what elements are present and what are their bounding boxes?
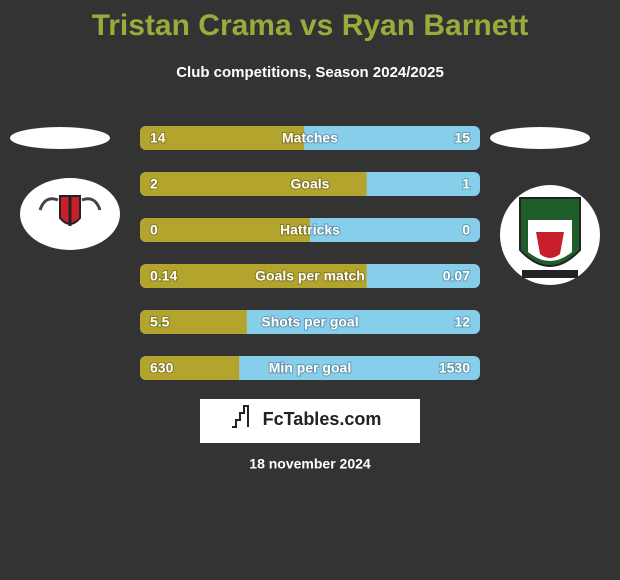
right-value: 12 (454, 314, 470, 330)
left-bar (140, 264, 367, 288)
subtitle: Club competitions, Season 2024/2025 (176, 64, 444, 81)
left-oval (10, 127, 110, 149)
left-value: 2 (150, 176, 158, 192)
right-value: 15 (454, 130, 470, 146)
right-club-logo (500, 185, 600, 285)
left-club-logo (20, 178, 120, 250)
left-value: 630 (150, 360, 174, 376)
stat-label: Shots per goal (261, 314, 358, 330)
left-value: 0.14 (150, 268, 177, 284)
title: Tristan Crama vs Ryan Barnett (92, 9, 529, 42)
stat-label: Goals (291, 176, 330, 192)
stat-label: Matches (282, 130, 338, 146)
date: 18 november 2024 (249, 456, 371, 472)
left-bar (140, 126, 305, 150)
brand-box (200, 399, 420, 443)
left-bar (140, 218, 310, 242)
stat-label: Hattricks (280, 222, 340, 238)
brand: FcTables.com (263, 409, 382, 429)
left-value: 14 (150, 130, 166, 146)
left-bar (140, 310, 247, 334)
stat-label: Min per goal (269, 360, 351, 376)
left-bar (140, 172, 367, 196)
right-value: 1530 (439, 360, 470, 376)
stat-label: Goals per match (255, 268, 365, 284)
right-oval (490, 127, 590, 149)
right-value: 0 (462, 222, 470, 238)
left-value: 0 (150, 222, 158, 238)
left-value: 5.5 (150, 314, 170, 330)
right-value: 0.07 (443, 268, 470, 284)
right-value: 1 (462, 176, 470, 192)
left-bar (140, 356, 240, 380)
